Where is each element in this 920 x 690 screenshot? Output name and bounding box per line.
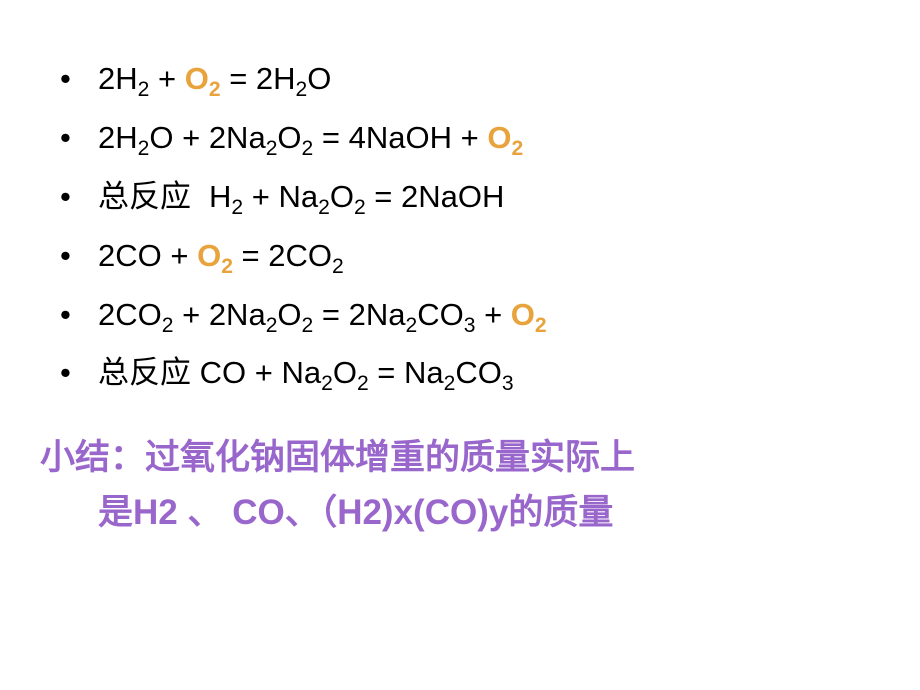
equation-body: 总反应H2 + Na2O2 = 2NaOH [98,168,504,227]
subscript: 2 [535,314,547,337]
subscript: 2 [318,196,330,219]
eq-segment: + [149,61,184,96]
eq-segment: O + 2Na [149,120,265,155]
subscript: 2 [266,137,278,160]
eq-segment: = 2Na [313,297,405,332]
eq-segment: = 2CO [233,238,332,273]
bullet-dot-icon: • [40,286,98,345]
subscript: 2 [302,314,314,337]
equation-body: 总反应 CO + Na2O2 = Na2CO3 [98,344,514,403]
equation-body: 2H2O + 2Na2O2 = 4NaOH + O2 [98,109,523,168]
equation-line: •2CO2 + 2Na2O2 = 2Na2CO3 + O2 [40,286,880,345]
eq-segment: 2CO + [98,238,197,273]
equation-body: 2H2 + O2 = 2H2O [98,50,331,109]
eq-segment: O [197,238,221,273]
eq-segment: + Na [243,179,318,214]
subscript: 2 [138,78,150,101]
eq-segment: H [209,179,231,214]
bullet-dot-icon: • [40,50,98,109]
equation-line: •2H2 + O2 = 2H2O [40,50,880,109]
eq-segment: O [277,297,301,332]
eq-segment: = Na [369,355,444,390]
eq-segment: 2CO [98,297,162,332]
subscript: 2 [444,373,456,396]
eq-segment: O [277,120,301,155]
slide: •2H2 + O2 = 2H2O•2H2O + 2Na2O2 = 4NaOH +… [0,0,920,690]
eq-segment: O [487,120,511,155]
summary-block: 小结：过氧化钠固体增重的质量实际上 是H2 、 CO、（H2)x(CO)y的质量 [40,431,880,540]
bullet-dot-icon: • [40,168,98,227]
subscript: 2 [266,314,278,337]
subscript: 2 [357,373,369,396]
equation-body: 2CO + O2 = 2CO2 [98,227,344,286]
subscript: 2 [354,196,366,219]
subscript: 2 [231,196,243,219]
eq-segment: O [511,297,535,332]
subscript: 3 [502,373,514,396]
subscript: 3 [464,314,476,337]
subscript: 2 [405,314,417,337]
subscript: 2 [296,78,308,101]
equation-line: •总反应 CO + Na2O2 = Na2CO3 [40,344,880,403]
eq-segment: 2H [98,120,138,155]
equation-list: •2H2 + O2 = 2H2O•2H2O + 2Na2O2 = 4NaOH +… [40,50,880,403]
eq-segment: CO [455,355,502,390]
eq-segment: = 2H [221,61,296,96]
eq-segment: 2H [98,61,138,96]
subscript: 2 [221,255,233,278]
equation-line: •2CO + O2 = 2CO2 [40,227,880,286]
subscript: 2 [511,137,523,160]
eq-segment: O [185,61,209,96]
subscript: 2 [302,137,314,160]
summary-line-1: 小结：过氧化钠固体增重的质量实际上 [40,438,635,477]
equation-line: •总反应H2 + Na2O2 = 2NaOH [40,168,880,227]
eq-segment: CO [417,297,464,332]
eq-segment: + 2Na [173,297,265,332]
eq-segment: 总反应 [98,179,191,214]
equation-body: 2CO2 + 2Na2O2 = 2Na2CO3 + O2 [98,286,547,345]
eq-segment: O [330,179,354,214]
subscript: 2 [138,137,150,160]
eq-segment: 总反应 CO + Na [98,355,321,390]
subscript: 2 [332,255,344,278]
equation-line: •2H2O + 2Na2O2 = 4NaOH + O2 [40,109,880,168]
eq-segment: = 2NaOH [366,179,505,214]
subscript: 2 [321,373,333,396]
eq-segment: O [333,355,357,390]
subscript: 2 [209,78,221,101]
eq-segment: = 4NaOH + [313,120,487,155]
eq-segment: O [307,61,331,96]
bullet-dot-icon: • [40,227,98,286]
eq-segment: + [475,297,510,332]
summary-line-2: 是H2 、 CO、（H2)x(CO)y的质量 [40,486,880,540]
subscript: 2 [162,314,174,337]
bullet-dot-icon: • [40,344,98,403]
bullet-dot-icon: • [40,109,98,168]
